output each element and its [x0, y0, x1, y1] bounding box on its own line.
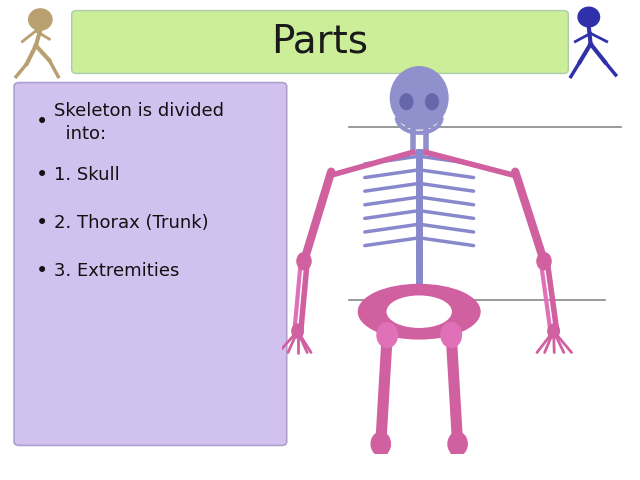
- Text: 1. Skull: 1. Skull: [54, 166, 120, 184]
- Ellipse shape: [400, 94, 413, 109]
- Circle shape: [377, 323, 397, 348]
- Text: 3. Extremities: 3. Extremities: [54, 262, 180, 280]
- Circle shape: [548, 324, 559, 338]
- Circle shape: [537, 252, 551, 270]
- Circle shape: [29, 9, 52, 30]
- FancyBboxPatch shape: [72, 11, 568, 73]
- Ellipse shape: [390, 67, 448, 129]
- Circle shape: [578, 7, 600, 27]
- Ellipse shape: [358, 285, 480, 339]
- Circle shape: [292, 324, 303, 338]
- Text: •: •: [35, 165, 48, 185]
- Ellipse shape: [426, 94, 438, 109]
- Circle shape: [297, 252, 311, 270]
- Text: Skeleton is divided
  into:: Skeleton is divided into:: [54, 102, 225, 143]
- Text: Parts: Parts: [271, 23, 369, 61]
- Text: •: •: [35, 213, 48, 233]
- FancyBboxPatch shape: [14, 83, 287, 445]
- Text: •: •: [35, 112, 48, 132]
- Circle shape: [371, 432, 390, 456]
- Text: •: •: [35, 261, 48, 281]
- Text: 2. Thorax (Trunk): 2. Thorax (Trunk): [54, 214, 209, 232]
- Circle shape: [448, 432, 467, 456]
- Ellipse shape: [387, 296, 451, 327]
- Circle shape: [441, 323, 461, 348]
